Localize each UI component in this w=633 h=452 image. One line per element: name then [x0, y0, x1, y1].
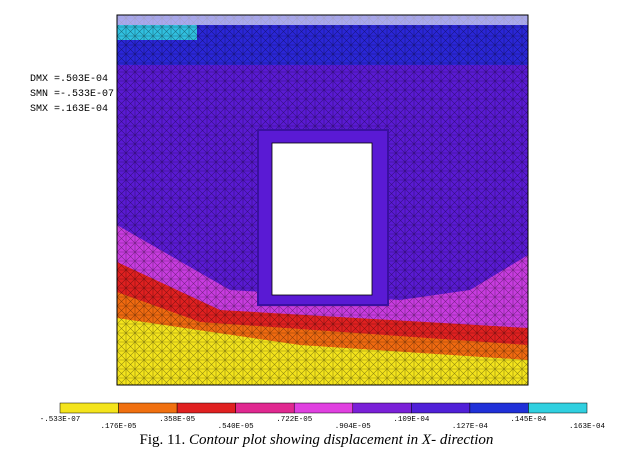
legend-swatch: [411, 402, 471, 414]
stat: SMX =.163E-04: [30, 104, 109, 115]
legend-swatch: [352, 402, 412, 414]
legend-swatch: [59, 402, 119, 414]
stat: SMN =-.533E-07: [30, 89, 115, 100]
legend: -.533E-07 .176E-05 .358E-05 .540E-05 .722E-0…: [40, 402, 606, 430]
legend-label: .176E-05: [101, 423, 138, 430]
legend-swatch: [118, 402, 178, 414]
plot-border: [116, 14, 529, 386]
legend-label: .722E-05: [276, 416, 313, 424]
legend-label: -.533E-07: [40, 416, 81, 424]
contour-plot: -.533E-07 .176E-05 .358E-05 .540E-05 .722E-0…: [40, 14, 606, 430]
legend-label: .358E-05: [159, 416, 196, 424]
legend-label: .163E-04: [569, 423, 606, 430]
legend-label: .145E-04: [510, 416, 547, 424]
window-opening: [271, 142, 373, 296]
legend-label: .127E-04: [452, 423, 489, 430]
legend-swatch: [176, 402, 236, 414]
legend-label: .540E-05: [218, 423, 255, 430]
legend-swatch: [528, 402, 588, 414]
stat: DMX =.503E-04: [30, 74, 109, 85]
legend-swatch: [235, 402, 295, 414]
legend-swatch: [469, 402, 529, 414]
legend-label: .109E-04: [393, 416, 430, 424]
plot-field: [117, 15, 528, 385]
caption: Fig. 11. Contour plot showing displaceme…: [0, 432, 633, 449]
caption-text: Contour plot showing displacement in X- …: [189, 432, 494, 448]
legend-swatch: [293, 402, 354, 414]
caption-label: Fig. 11.: [139, 432, 186, 448]
legend-label: .904E-05: [335, 423, 372, 430]
